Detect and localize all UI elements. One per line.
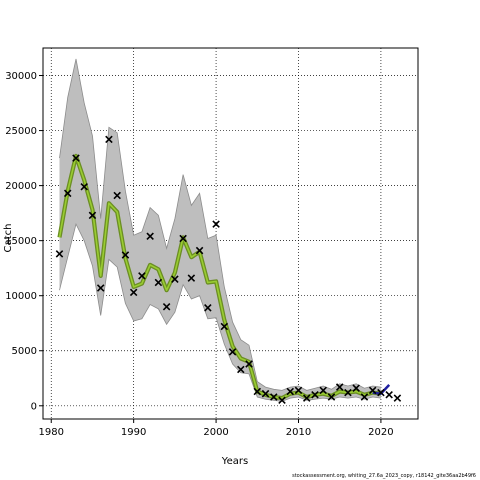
observed-catch-marker-2019 [368, 386, 377, 395]
x-tick-label-2010: 2010 [286, 427, 311, 438]
observed-catch-marker-1981 [55, 250, 64, 258]
observed-catch-marker-1991 [138, 272, 146, 280]
observed-catch-marker-2000 [212, 220, 220, 228]
observed-catch-marker-1982 [63, 189, 72, 198]
observed-catch-marker-2015 [335, 383, 344, 391]
observed-catch-marker-2003 [237, 365, 245, 374]
observed-catch-marker-1987 [105, 135, 113, 144]
observed-catch-marker-2013 [319, 386, 327, 395]
confidence-band-lower-edge [59, 222, 381, 402]
observed-catch-marker-2001 [220, 322, 229, 331]
observed-catch-marker-2020 [377, 388, 385, 397]
observed-catch-marker-1992 [146, 232, 154, 241]
observed-catch-marker-1990 [129, 288, 138, 297]
observed-catch-marker-1984 [80, 182, 88, 191]
observed-catch-marker-2010 [294, 386, 303, 395]
x-tick-label-2020: 2020 [368, 427, 393, 438]
observed-catch-marker-1983 [72, 154, 80, 162]
observed-catch-marker-2007 [270, 393, 278, 401]
y-tick-label-20000: 20000 [5, 181, 37, 192]
y-axis-title: Catch [3, 224, 14, 253]
observed-catch-marker-2009 [286, 387, 295, 396]
observed-catch-marker-2002 [228, 348, 237, 356]
observed-catch-marker-2006 [261, 389, 270, 398]
confidence-band [59, 58, 381, 402]
observed-catch-marker-2021 [385, 391, 393, 399]
observed-catch-points [55, 135, 402, 405]
x-axis-title: Years [221, 456, 248, 467]
observed-catch-marker-2016 [344, 388, 352, 397]
model-estimate-line-inner [58, 155, 382, 399]
y-tick-label-10000: 10000 [5, 291, 37, 302]
y-tick-label-30000: 30000 [5, 71, 37, 82]
y-tick-label-5000: 5000 [12, 346, 37, 357]
confidence-band-area [59, 59, 381, 402]
observed-catch-marker-2004 [245, 360, 253, 368]
observed-catch-marker-1999 [204, 304, 212, 312]
observed-catch-marker-1989 [121, 251, 130, 259]
observed-catch-marker-1997 [187, 274, 196, 282]
observed-catch-marker-1994 [162, 302, 171, 311]
axes: 1980 1990 2000 2010 2020 0 5000 10000 15000 20000… [5, 71, 393, 438]
y-tick-label-15000: 15000 [5, 236, 37, 247]
observed-catch-marker-1996 [179, 234, 187, 243]
observed-catch-marker-1988 [113, 191, 121, 200]
observed-catch-marker-2018 [360, 393, 369, 401]
grid-lines [43, 48, 418, 419]
observed-catch-marker-2012 [311, 391, 319, 399]
observed-catch-marker-1986 [96, 284, 105, 292]
source-footnote: stockassessment.org, whiting_27.6a_2023_… [292, 473, 476, 479]
observed-catch-marker-1998 [195, 246, 204, 255]
observed-catch-marker-1995 [171, 275, 179, 283]
observed-catch-marker-2005 [253, 387, 262, 396]
y-tick-label-25000: 25000 [5, 126, 37, 137]
x-tick-label-1980: 1980 [39, 427, 64, 438]
y-tick-label-0: 0 [31, 401, 37, 412]
observed-catch-marker-1985 [88, 211, 97, 220]
observed-catch-marker-2008 [278, 396, 286, 405]
observed-catch-marker-2022 [393, 394, 402, 402]
observed-catch-marker-2014 [327, 393, 336, 401]
x-tick-label-1990: 1990 [121, 427, 146, 438]
confidence-band-upper-edge [59, 58, 381, 391]
observed-catch-marker-2011 [302, 394, 311, 402]
observed-catch-marker-2017 [352, 384, 360, 392]
x-tick-label-2000: 2000 [203, 427, 228, 438]
plot-frame [42, 47, 419, 420]
observed-catch-marker-1993 [154, 278, 163, 287]
